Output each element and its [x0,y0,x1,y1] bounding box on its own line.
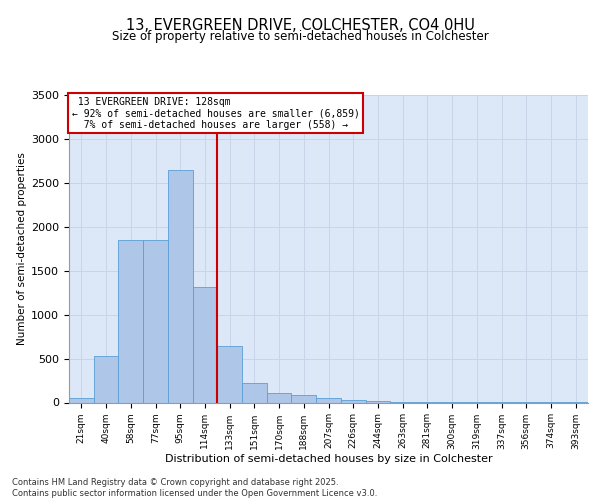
Bar [341,400,365,402]
Text: Size of property relative to semi-detached houses in Colchester: Size of property relative to semi-detach… [112,30,488,43]
Text: Contains HM Land Registry data © Crown copyright and database right 2025.
Contai: Contains HM Land Registry data © Crown c… [12,478,377,498]
Bar [217,346,242,403]
Bar [118,240,143,402]
Bar [365,400,390,402]
X-axis label: Distribution of semi-detached houses by size in Colchester: Distribution of semi-detached houses by … [164,454,493,464]
Bar [143,240,168,402]
Bar [168,170,193,402]
Bar [316,398,341,402]
Bar [69,398,94,402]
Bar [242,382,267,402]
Bar [94,356,118,403]
Y-axis label: Number of semi-detached properties: Number of semi-detached properties [17,152,27,345]
Text: 13, EVERGREEN DRIVE, COLCHESTER, CO4 0HU: 13, EVERGREEN DRIVE, COLCHESTER, CO4 0HU [125,18,475,32]
Bar [292,394,316,402]
Text: 13 EVERGREEN DRIVE: 128sqm
← 92% of semi-detached houses are smaller (6,859)
  7: 13 EVERGREEN DRIVE: 128sqm ← 92% of semi… [71,96,359,130]
Bar [193,288,217,403]
Bar [267,394,292,402]
